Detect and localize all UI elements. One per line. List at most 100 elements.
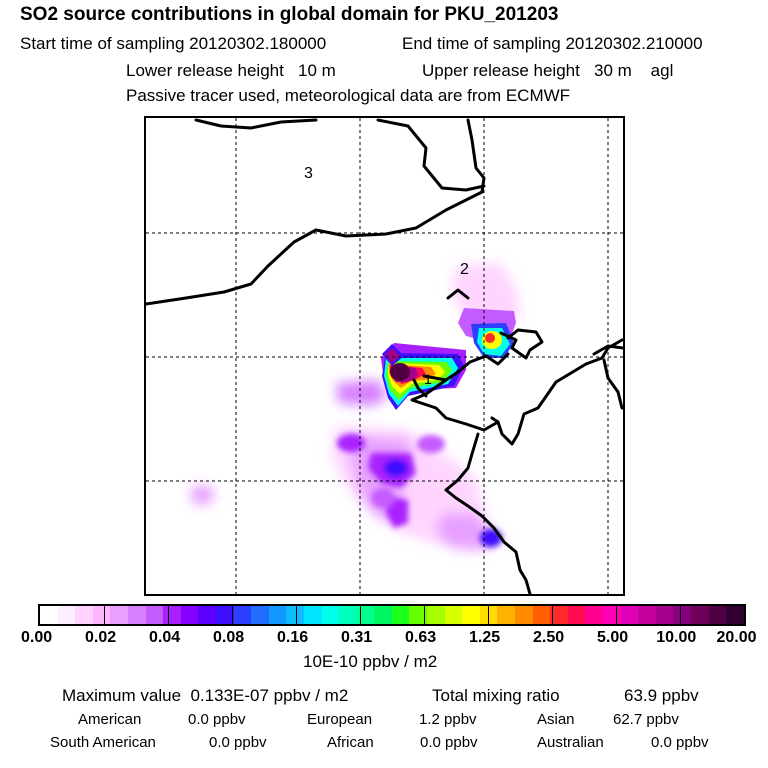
south-american-label: South American (50, 734, 156, 751)
hotspot-main-core (390, 363, 410, 381)
colorbar-segment (286, 606, 304, 624)
region-label-2: 2 (460, 261, 469, 278)
colorbar-segment (251, 606, 269, 624)
colorbar-segment (233, 606, 252, 624)
plume-southwest (371, 488, 395, 508)
colorbar-segment (127, 606, 146, 624)
colorbar-label: 0.04 (149, 629, 181, 646)
colorbar-tick (680, 606, 681, 624)
coastline (444, 432, 532, 594)
colorbar-label: 5.00 (597, 629, 629, 646)
african-value: 0.0 ppbv (420, 734, 478, 751)
australian-value: 0.0 ppbv (651, 734, 709, 751)
colorbar-segment (180, 606, 199, 624)
coastline (499, 328, 544, 360)
american-label: American (78, 711, 142, 728)
plume-east-mid (417, 435, 445, 453)
colorbar-segment (374, 606, 392, 624)
page-title: SO2 source contributions in global domai… (20, 4, 559, 25)
colorbar-label: 2.50 (533, 629, 565, 646)
plume-south-center (384, 459, 408, 477)
colorbar-segment (620, 606, 639, 624)
colorbar-label: 20.00 (716, 629, 757, 646)
max-value: Maximum value 0.133E-07 ppbv / m2 (62, 686, 349, 705)
plume-west-mid (337, 434, 365, 452)
region-label-1: 1 (424, 371, 432, 387)
colorbar-label: 1.25 (469, 629, 501, 646)
coastline (592, 344, 623, 356)
colorbar-segment (321, 606, 340, 624)
coastline (602, 358, 623, 410)
colorbar-segment (40, 606, 58, 624)
plume-west-band (336, 380, 388, 406)
australian-label: Australian (537, 734, 604, 751)
colorbar-label: 0.08 (213, 629, 245, 646)
coastline (490, 416, 500, 424)
colorbar-segment (603, 606, 621, 624)
colorbar-segment (215, 606, 234, 624)
region-label-3: 3 (304, 165, 313, 182)
colorbar-segment (708, 606, 727, 624)
colorbar-tick (104, 606, 105, 624)
lower-release-height: Lower release height 10 m (126, 61, 336, 80)
colorbar-segment (356, 606, 375, 624)
colorbar-segment (92, 606, 111, 624)
colorbar-segment (427, 606, 445, 624)
colorbar-segment (567, 606, 586, 624)
coastlines (146, 118, 623, 594)
colorbar-segment (163, 606, 181, 624)
colorbar-segment (391, 606, 410, 624)
hotspot-north-red (485, 333, 495, 343)
colorbar-tick (424, 606, 425, 624)
coastline (466, 118, 486, 194)
colorbar-label: 0.63 (405, 629, 437, 646)
colorbar-unit: 10E-10 ppbv / m2 (303, 652, 438, 671)
total-mixing-value: 63.9 ppbv (624, 686, 699, 705)
start-time: Start time of sampling 20120302.180000 (20, 34, 327, 53)
coastline (376, 118, 486, 192)
american-value: 0.0 ppbv (188, 711, 246, 728)
colorbar-segment (145, 606, 164, 624)
colorbar-tick (488, 606, 489, 624)
graticule (146, 118, 623, 594)
colorbar-segment (550, 606, 568, 624)
colorbar-label: 10.00 (656, 629, 697, 646)
colorbar-tick (360, 606, 361, 624)
colorbar-label: 0.00 (21, 629, 53, 646)
asian-label: Asian (537, 711, 575, 728)
coastline (446, 288, 470, 300)
colorbar-tick (552, 606, 553, 624)
coastline (410, 338, 623, 446)
african-label: African (327, 734, 374, 751)
colorbar-segment (57, 606, 76, 624)
colorbar-segment (75, 606, 93, 624)
colorbar-tick (296, 606, 297, 624)
coastline (412, 378, 428, 398)
colorbar-segment (339, 606, 357, 624)
colorbar-segment (585, 606, 603, 624)
colorbar-segment (532, 606, 551, 624)
colorbar-label: 0.16 (277, 629, 309, 646)
coastline (410, 378, 448, 402)
plume-southeast-center (480, 529, 502, 547)
total-mixing-label: Total mixing ratio (432, 686, 560, 705)
european-value: 1.2 ppbv (419, 711, 477, 728)
colorbar-label: 0.02 (85, 629, 117, 646)
colorbar-segment (198, 606, 216, 624)
tracer-note: Passive tracer used, meteorological data… (126, 86, 571, 105)
colorbar-segment (638, 606, 656, 624)
plume-south-east-patch (436, 513, 491, 550)
coastline (194, 118, 318, 130)
colorbar-segment (462, 606, 480, 624)
colorbar-tick (616, 606, 617, 624)
colorbar-segment (515, 606, 533, 624)
colorbar (38, 604, 746, 626)
south-american-value: 0.0 ppbv (209, 734, 267, 751)
colorbar-segment (497, 606, 516, 624)
colorbar-label: 0.31 (341, 629, 373, 646)
colorbar-segment (726, 606, 744, 624)
colorbar-segment (110, 606, 128, 624)
colorbar-segment (268, 606, 287, 624)
coastline (146, 190, 484, 306)
map-panel: 3 2 1 (144, 116, 625, 596)
